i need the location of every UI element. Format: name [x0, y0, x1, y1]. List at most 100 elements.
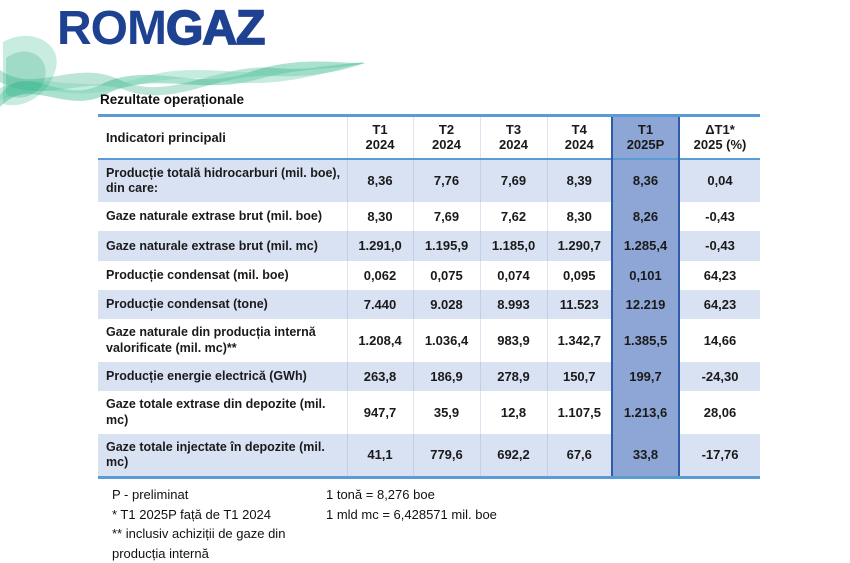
value-cell: 64,23 — [678, 260, 760, 291]
row-label: Producție condensat (mil. boe) — [106, 267, 289, 282]
value-cell: 1.213,6 — [611, 391, 680, 434]
footnote-left: P - preliminat — [112, 487, 189, 503]
row-label: Gaze naturale extrase brut (mil. mc) — [98, 231, 347, 261]
value-cell: 150,7 — [546, 361, 612, 392]
col-header-line: 2024 — [432, 137, 461, 153]
value-cell: -17,76 — [678, 433, 760, 478]
value-cell: 779,6 — [412, 433, 480, 478]
value-cell: 1.285,4 — [611, 231, 680, 261]
value-cell: 1.342,7 — [546, 319, 612, 362]
footnote-row: * T1 2025P față de T1 2024 1 mld mc = 6,4… — [98, 505, 762, 525]
value-cell: 64,23 — [678, 290, 760, 320]
value-cell: 7,62 — [479, 202, 547, 232]
value-cell: 8,39 — [546, 158, 612, 203]
value-cell: 1.385,5 — [611, 319, 680, 362]
value-cell: 9.028 — [412, 290, 480, 320]
value-cell: 947,7 — [346, 391, 413, 434]
table-header-row: Indicatori principali T1 2024 T2 2024 T3 2024… — [98, 115, 760, 159]
row-label: Gaze naturale din producția internă valo… — [106, 325, 316, 355]
col-header-line: T3 — [505, 122, 522, 137]
slide: { "logo": { "part1": "ROM", "part2": "GA… — [0, 2, 760, 561]
footnote-right: 1 tonă = 8,276 boe — [326, 487, 435, 503]
value-cell: 692,2 — [479, 433, 547, 478]
value-cell: -24,30 — [678, 361, 760, 392]
value-cell: 1.291,0 — [346, 231, 413, 261]
value-cell: 0,062 — [346, 260, 413, 291]
value-cell: 11.523 — [546, 290, 612, 320]
value-cell: 0,04 — [678, 158, 760, 203]
value-cell: 186,9 — [412, 361, 480, 392]
row-label: Gaze totale injectate în depozite (mil. … — [98, 433, 347, 478]
main-content: Rezultate operaționale Indicatori princi… — [98, 92, 762, 563]
col-header-1: T1 2024 — [346, 115, 413, 159]
col-header-line: T4 — [571, 122, 587, 137]
logo-gaz: GAZ — [165, 2, 266, 55]
table-row: Gaze naturale extrase brut (mil. mc) 1.29… — [98, 231, 760, 261]
col-header-indicators: Indicatori principali — [98, 115, 347, 159]
table-row: Producție totală hidrocarburi (mil. boe)… — [98, 158, 760, 203]
value-cell: 1.036,4 — [412, 319, 480, 362]
row-label: Gaze totale extrase din depozite (mil. m… — [106, 397, 326, 427]
col-header-5: T1 2025P — [611, 115, 680, 159]
value-cell: 7.440 — [346, 290, 413, 320]
value-cell: 14,66 — [678, 319, 760, 362]
col-header-line: 2025 (%) — [693, 137, 747, 153]
col-header-6: ΔT1* 2025 (%) — [678, 115, 760, 159]
value-cell: 1.208,4 — [346, 319, 413, 362]
table-row: Gaze totale injectate în depozite (mil. … — [98, 433, 760, 478]
value-cell: 8,36 — [346, 158, 413, 203]
footnote-right: 1 mld mc = 6,428571 mil. boe — [326, 506, 497, 522]
col-header-3: T3 2024 — [479, 115, 547, 159]
value-cell: 199,7 — [611, 361, 680, 392]
table-row: Producție condensat (mil. boe) 0,062 0,075… — [98, 260, 760, 291]
value-cell: 1.195,9 — [412, 231, 480, 261]
value-cell: 1.107,5 — [546, 391, 612, 434]
col-header-line: 2024 — [564, 137, 594, 153]
row-label: Producție energie electrică (GWh) — [98, 361, 347, 392]
value-cell: 0,101 — [611, 260, 680, 291]
value-cell: 8,30 — [546, 202, 612, 232]
value-cell: 7,76 — [412, 158, 480, 203]
value-cell: 28,06 — [678, 391, 760, 434]
footnote-right — [326, 524, 762, 563]
footnote-left: ** inclusiv achiziții de gaze din produc… — [112, 526, 286, 561]
value-cell: 33,8 — [611, 433, 680, 478]
value-cell: 12,8 — [479, 391, 547, 434]
value-cell: 983,9 — [479, 319, 547, 362]
footnotes: P - preliminat 1 tonă = 8,276 boe * T1 202… — [98, 485, 762, 563]
footnote-row: P - preliminat 1 tonă = 8,276 boe — [98, 485, 762, 505]
value-cell: 12.219 — [611, 290, 680, 320]
col-header-line: 2024 — [365, 137, 395, 153]
value-cell: 41,1 — [346, 433, 413, 478]
logo-rom: ROM — [57, 2, 167, 55]
table-row: Gaze totale extrase din depozite (mil. m… — [98, 391, 760, 434]
value-cell: 278,9 — [479, 361, 547, 392]
value-cell: 7,69 — [412, 202, 480, 232]
value-cell: 8,36 — [611, 158, 680, 203]
value-cell: 8.993 — [479, 290, 547, 320]
footnote-left: * T1 2025P față de T1 2024 — [112, 506, 272, 522]
footnote-row: ** inclusiv achiziții de gaze din produc… — [98, 524, 762, 563]
value-cell: 0,075 — [412, 260, 480, 291]
value-cell: 1.185,0 — [479, 231, 547, 261]
col-header-line: ΔT1* — [705, 122, 735, 137]
value-cell: 35,9 — [412, 391, 480, 434]
value-cell: 263,8 — [346, 361, 413, 392]
value-cell: 0,095 — [546, 260, 612, 291]
col-header-line: 2025P — [626, 137, 665, 153]
col-header-line: T1 — [372, 122, 388, 137]
col-header-2: T2 2024 — [412, 115, 480, 159]
romgaz-logo: ROMGAZ — [57, 2, 266, 55]
col-header-4: T4 2024 — [546, 115, 612, 159]
table-row: Producție energie electrică (GWh) 263,8 18… — [98, 361, 760, 392]
value-cell: -0,43 — [678, 202, 760, 232]
section-title: Rezultate operaționale — [100, 92, 245, 107]
table-row: Gaze naturale extrase brut (mil. boe) 8,3… — [98, 202, 760, 232]
row-label: Producție totală hidrocarburi (mil. boe)… — [98, 158, 347, 203]
col-header-line: T1 — [637, 122, 654, 137]
value-cell: 67,6 — [546, 433, 612, 478]
value-cell: 8,26 — [611, 202, 680, 232]
value-cell: 1.290,7 — [546, 231, 612, 261]
value-cell: -0,43 — [678, 231, 760, 261]
value-cell: 0,074 — [479, 260, 547, 291]
